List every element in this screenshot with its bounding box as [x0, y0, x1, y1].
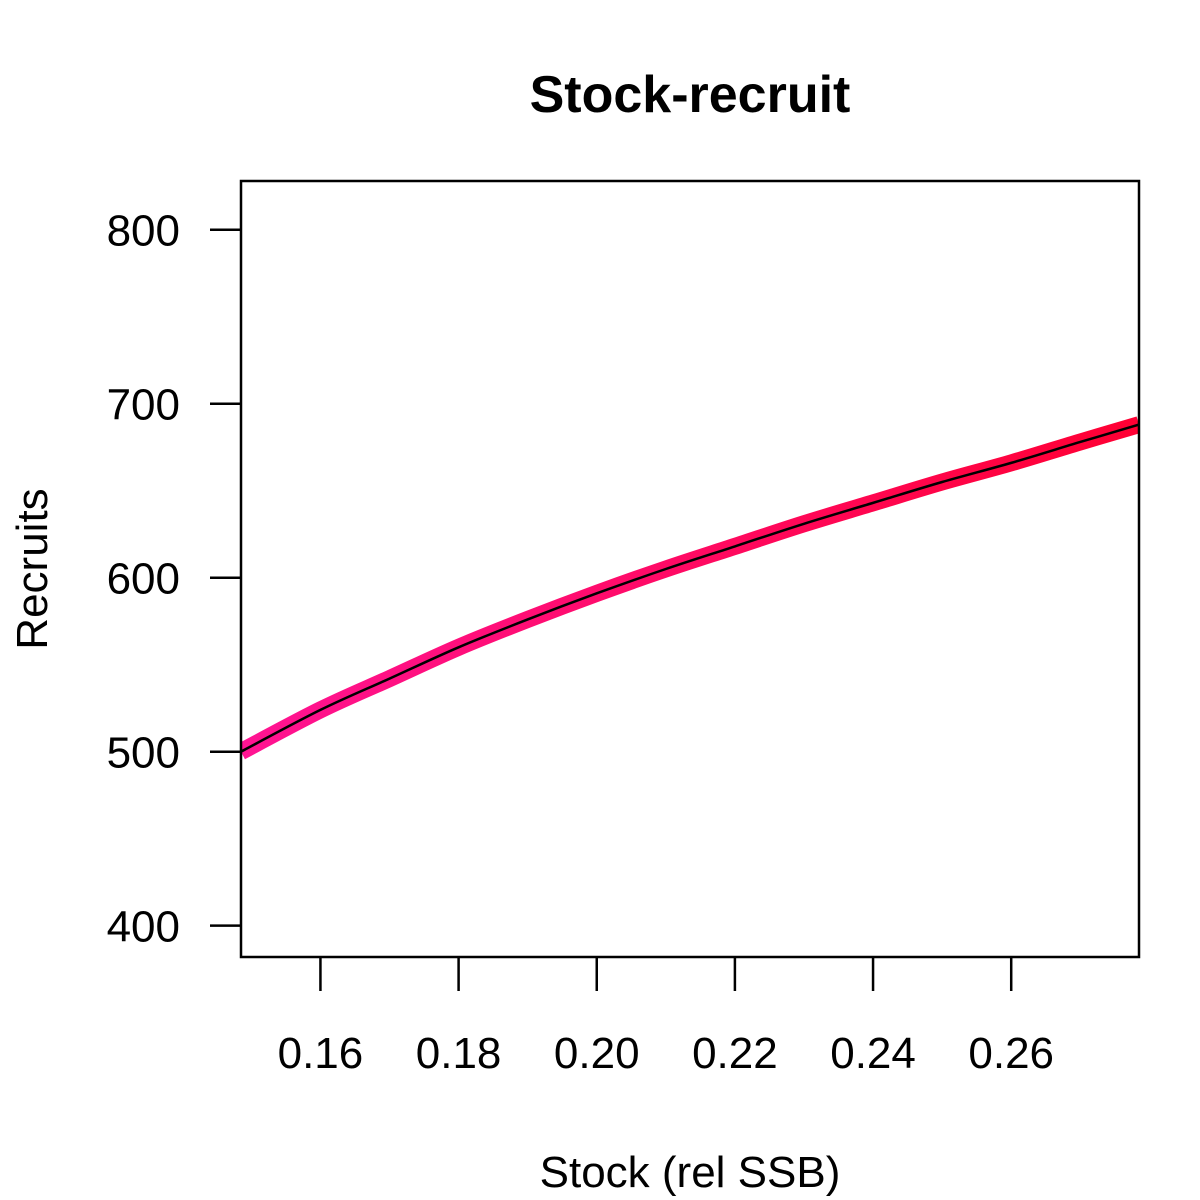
y-axis-label: Recruits [8, 488, 57, 649]
x-tick-label: 0.24 [830, 1029, 916, 1078]
fit-line [241, 423, 1139, 753]
x-tick-label: 0.26 [968, 1029, 1054, 1078]
y-axis: 400 500 600 700 800 [107, 207, 241, 952]
x-axis: 0.16 0.18 0.20 0.22 0.24 0.26 [278, 957, 1054, 1078]
band-stroke [241, 416, 1139, 760]
x-tick-label: 0.18 [416, 1029, 502, 1078]
y-tick-label: 800 [107, 207, 180, 256]
plot-frame [239, 179, 1141, 959]
y-tick-label: 600 [107, 555, 180, 604]
x-tick-label: 0.20 [554, 1029, 640, 1078]
x-axis-label: Stock (rel SSB) [540, 1148, 841, 1197]
y-tick-label: 700 [107, 381, 180, 430]
uncertainty-band [241, 416, 1139, 760]
chart-title: Stock-recruit [530, 66, 851, 124]
x-tick-label: 0.16 [278, 1029, 364, 1078]
y-tick-label: 500 [107, 729, 180, 778]
x-tick-label: 0.22 [692, 1029, 778, 1078]
fit-line-path [241, 423, 1139, 753]
y-tick-label: 400 [107, 903, 180, 952]
